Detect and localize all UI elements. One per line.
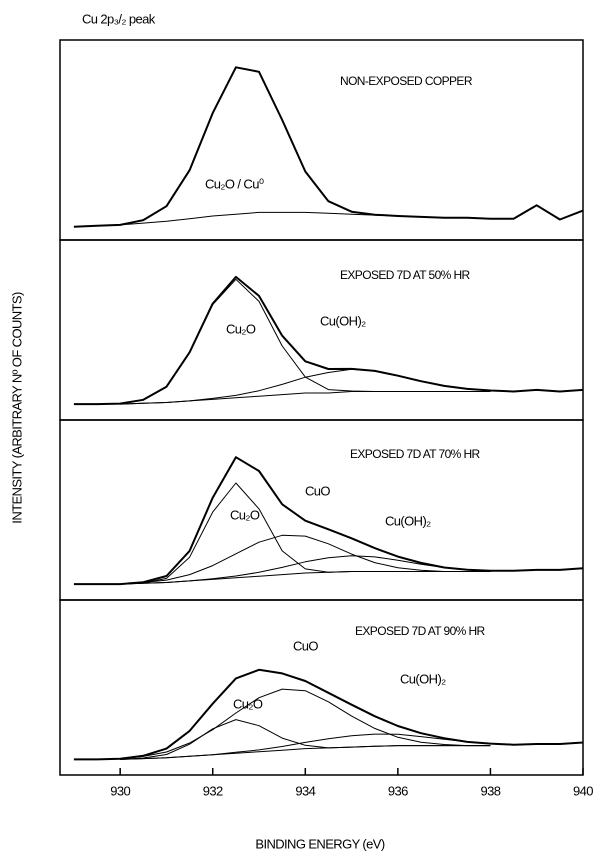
annotation: EXPOSED 7D AT 50% HR (340, 268, 471, 282)
series-line (73, 211, 491, 228)
x-tick-label: 938 (480, 783, 500, 798)
annotation: EXPOSED 7D AT 90% HR (355, 624, 486, 638)
panel-frame (59, 39, 584, 241)
chart-title: Cu 2p₃/₂ peak (82, 11, 156, 26)
x-tick-label: 932 (203, 783, 223, 798)
annotation: Cu(OH)₂ (320, 313, 366, 328)
x-tick-label: 930 (110, 783, 130, 798)
annotation: Cu(OH)₂ (400, 671, 446, 686)
y-axis-label: INTENSITY (ARBITRARY Nº OF COUNTS) (9, 292, 24, 524)
series-line (120, 688, 491, 760)
x-tick-label: 936 (388, 783, 408, 798)
annotation: Cu₂O (230, 507, 260, 522)
series-line (73, 456, 584, 586)
series-line (73, 668, 584, 761)
series-line (120, 391, 491, 405)
series-line (120, 571, 491, 585)
panel-frame (59, 599, 584, 776)
series-line (73, 66, 584, 228)
series-line (73, 275, 584, 406)
x-axis-label: BINDING ENERGY (eV) (255, 836, 384, 851)
annotation: Cu₂O (233, 696, 263, 711)
x-tick-label: 934 (295, 783, 315, 798)
annotation: EXPOSED 7D AT 70% HR (350, 447, 481, 461)
annotation: Cu₂O (226, 321, 256, 336)
annotation: NON-EXPOSED COPPER (340, 74, 473, 88)
annotation: CuO (305, 483, 330, 498)
series-line (120, 534, 491, 585)
x-tick-label: 940 (573, 783, 593, 798)
annotation: Cu₂O / Cu⁰ (205, 176, 264, 191)
series-line (120, 733, 491, 760)
series-line (120, 745, 491, 760)
series-line (120, 719, 491, 760)
annotation: CuO (293, 638, 318, 653)
annotation: Cu(OH)₂ (385, 513, 431, 528)
